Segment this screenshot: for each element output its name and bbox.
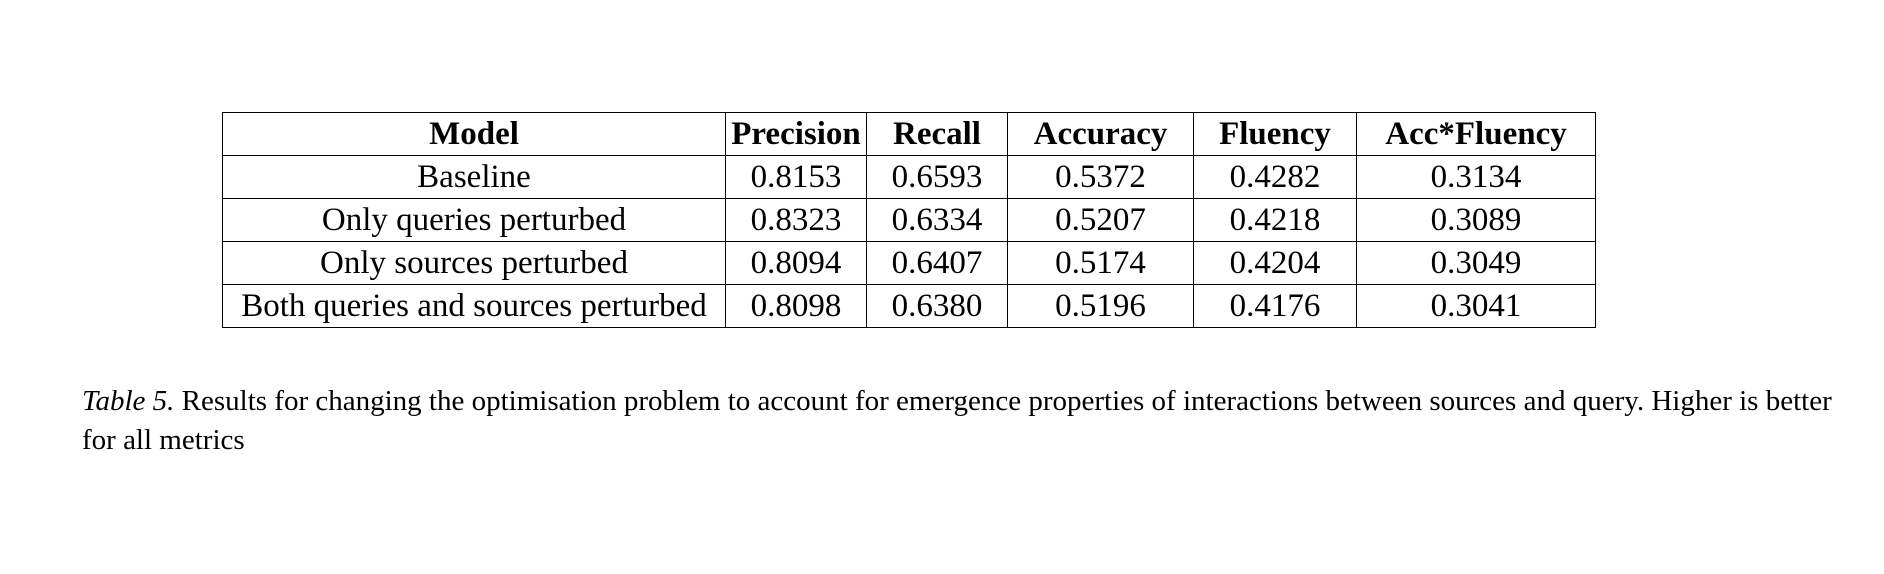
cell-precision: 0.8094 bbox=[725, 241, 867, 285]
table-row: Only queries perturbed 0.8323 0.6334 0.5… bbox=[222, 198, 1596, 242]
table-row: Both queries and sources perturbed 0.809… bbox=[222, 284, 1596, 328]
cell-acc-fluency: 0.3134 bbox=[1356, 155, 1596, 199]
table-header-row: Model Precision Recall Accuracy Fluency … bbox=[222, 112, 1596, 156]
header-precision: Precision bbox=[725, 112, 867, 156]
table-caption: Table 5. Results for changing the optimi… bbox=[82, 382, 1842, 460]
header-model: Model bbox=[222, 112, 726, 156]
cell-accuracy: 0.5207 bbox=[1007, 198, 1194, 242]
cell-fluency: 0.4218 bbox=[1193, 198, 1357, 242]
cell-acc-fluency: 0.3049 bbox=[1356, 241, 1596, 285]
results-table-container: Model Precision Recall Accuracy Fluency … bbox=[222, 112, 1596, 328]
cell-precision: 0.8323 bbox=[725, 198, 867, 242]
cell-fluency: 0.4176 bbox=[1193, 284, 1357, 328]
header-acc-fluency: Acc*Fluency bbox=[1356, 112, 1596, 156]
cell-model: Only queries perturbed bbox=[222, 198, 726, 242]
header-recall: Recall bbox=[866, 112, 1008, 156]
cell-accuracy: 0.5372 bbox=[1007, 155, 1194, 199]
cell-model: Only sources perturbed bbox=[222, 241, 726, 285]
header-fluency: Fluency bbox=[1193, 112, 1357, 156]
cell-acc-fluency: 0.3041 bbox=[1356, 284, 1596, 328]
cell-recall: 0.6334 bbox=[866, 198, 1008, 242]
cell-model: Both queries and sources perturbed bbox=[222, 284, 726, 328]
cell-recall: 0.6380 bbox=[866, 284, 1008, 328]
cell-accuracy: 0.5196 bbox=[1007, 284, 1194, 328]
table-row: Baseline 0.8153 0.6593 0.5372 0.4282 0.3… bbox=[222, 155, 1596, 199]
caption-text: Results for changing the optimisation pr… bbox=[82, 385, 1832, 456]
results-table: Model Precision Recall Accuracy Fluency … bbox=[222, 112, 1596, 328]
cell-fluency: 0.4282 bbox=[1193, 155, 1357, 199]
cell-recall: 0.6593 bbox=[866, 155, 1008, 199]
cell-precision: 0.8153 bbox=[725, 155, 867, 199]
header-accuracy: Accuracy bbox=[1007, 112, 1194, 156]
cell-fluency: 0.4204 bbox=[1193, 241, 1357, 285]
cell-acc-fluency: 0.3089 bbox=[1356, 198, 1596, 242]
cell-precision: 0.8098 bbox=[725, 284, 867, 328]
table-row: Only sources perturbed 0.8094 0.6407 0.5… bbox=[222, 241, 1596, 285]
cell-accuracy: 0.5174 bbox=[1007, 241, 1194, 285]
cell-recall: 0.6407 bbox=[866, 241, 1008, 285]
caption-label: Table 5. bbox=[82, 385, 175, 417]
cell-model: Baseline bbox=[222, 155, 726, 199]
